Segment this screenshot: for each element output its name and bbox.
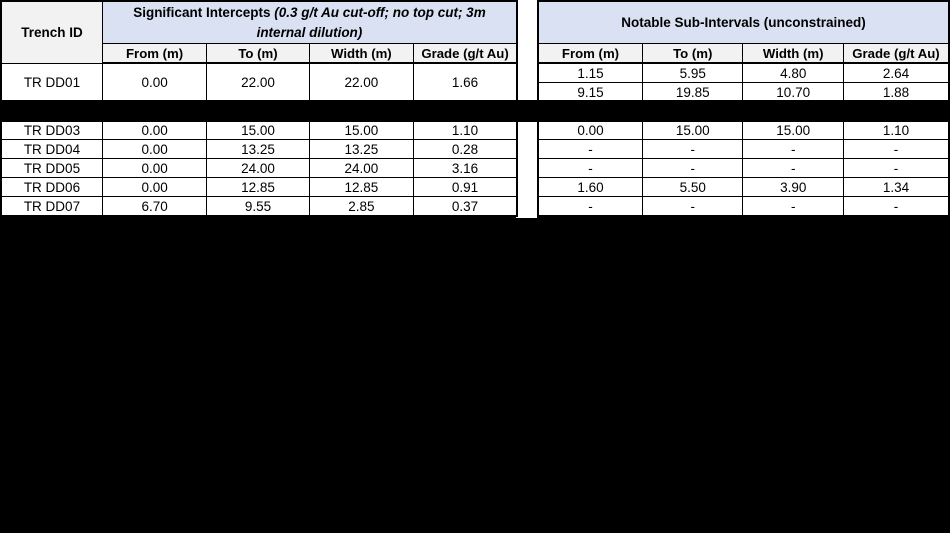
to-cell: -	[641, 196, 744, 217]
header-row-title: Trench ID Significant Intercepts (0.3 g/…	[0, 0, 518, 64]
from-cell: -	[537, 139, 643, 159]
trench-id-cell: TR DD04	[0, 139, 103, 159]
width-cell: 15.00	[308, 120, 415, 140]
to-cell: 5.95	[641, 62, 744, 83]
trench-id-cell: TR DD07	[0, 196, 103, 217]
table-row: TR DD07 6.70 9.55 2.85 0.37	[0, 196, 518, 217]
to-cell: 13.25	[206, 139, 310, 159]
col-header-width: Width (m)	[308, 43, 415, 64]
grade-cell: 0.91	[413, 177, 518, 197]
table-row: TR DD04 0.00 13.25 13.25 0.28	[0, 139, 518, 159]
title-text: Significant Intercepts	[133, 4, 275, 20]
table-row: 1.60 5.50 3.90 1.34	[537, 177, 950, 197]
grade-cell: -	[842, 139, 950, 159]
from-cell: 0.00	[101, 139, 208, 159]
grade-cell: 1.66	[413, 62, 518, 102]
grade-cell: 1.88	[842, 82, 950, 102]
from-cell: 6.70	[101, 196, 208, 217]
from-cell: 0.00	[101, 158, 208, 178]
to-cell: 5.50	[641, 177, 744, 197]
grade-cell: 1.10	[842, 120, 950, 140]
to-cell: 24.00	[206, 158, 310, 178]
grade-cell: 1.10	[413, 120, 518, 140]
col-header-to: To (m)	[206, 43, 310, 64]
from-cell: 1.15	[537, 62, 643, 83]
table-row: TR DD06 0.00 12.85 12.85 0.91	[0, 177, 518, 197]
width-cell: 2.85	[308, 196, 415, 217]
trench-id-cell: TR DD05	[0, 158, 103, 178]
table-row: - - - -	[537, 158, 950, 178]
table-row: TR DD01 0.00 22.00 22.00 1.66	[0, 62, 518, 102]
col-header-grade: Grade (g/t Au)	[842, 43, 950, 64]
header-row-title: Notable Sub-Intervals (unconstrained)	[537, 0, 950, 44]
trench-id-header: Trench ID	[0, 0, 103, 64]
to-cell: 12.85	[206, 177, 310, 197]
title-cutoff-note: (0.3 g/t Au cut-off; no top cut; 3m inte…	[256, 4, 486, 40]
width-cell: 22.00	[308, 62, 415, 102]
significant-intercepts-title: Significant Intercepts (0.3 g/t Au cut-o…	[101, 0, 518, 44]
to-cell: 15.00	[641, 120, 744, 140]
from-cell: 0.00	[537, 120, 643, 140]
to-cell: -	[641, 158, 744, 178]
to-cell: -	[641, 139, 744, 159]
from-cell: 0.00	[101, 177, 208, 197]
to-cell: 22.00	[206, 62, 310, 102]
width-cell: 12.85	[308, 177, 415, 197]
width-cell: -	[742, 139, 844, 159]
to-cell: 15.00	[206, 120, 310, 140]
grade-cell: 1.34	[842, 177, 950, 197]
grade-cell: 0.28	[413, 139, 518, 159]
trench-id-cell: TR DD01	[0, 62, 103, 102]
width-cell: 13.25	[308, 139, 415, 159]
from-cell: -	[537, 158, 643, 178]
table-row: 0.00 15.00 15.00 1.10	[537, 120, 950, 140]
table-row: 9.15 19.85 10.70 1.88	[537, 82, 950, 102]
notable-sub-intervals-title: Notable Sub-Intervals (unconstrained)	[537, 0, 950, 44]
col-header-grade: Grade (g/t Au)	[413, 43, 518, 64]
to-cell: 9.55	[206, 196, 310, 217]
header-row-columns: From (m) To (m) Width (m) Grade (g/t Au)	[1, 43, 518, 64]
col-header-width: Width (m)	[742, 43, 844, 64]
table-row: TR DD03 0.00 15.00 15.00 1.10	[0, 120, 518, 140]
table-row: 1.15 5.95 4.80 2.64	[537, 62, 950, 83]
width-cell: 24.00	[308, 158, 415, 178]
grade-cell: 2.64	[842, 62, 950, 83]
from-cell: 1.60	[537, 177, 643, 197]
width-cell: 10.70	[742, 82, 844, 102]
table-row: - - - -	[537, 139, 950, 159]
from-cell: -	[537, 196, 643, 217]
grade-cell: 3.16	[413, 158, 518, 178]
redaction-bar	[0, 100, 950, 122]
grade-cell: -	[842, 196, 950, 217]
col-header-to: To (m)	[641, 43, 744, 64]
width-cell: 3.90	[742, 177, 844, 197]
grade-cell: -	[842, 158, 950, 178]
table-row: - - - -	[537, 196, 950, 217]
width-cell: 15.00	[742, 120, 844, 140]
width-cell: 4.80	[742, 62, 844, 83]
header-row-columns: From (m) To (m) Width (m) Grade (g/t Au)	[537, 43, 950, 64]
grade-cell: 0.37	[413, 196, 518, 217]
col-header-from: From (m)	[537, 43, 643, 64]
from-cell: 0.00	[101, 62, 208, 102]
redacted-area	[0, 218, 950, 533]
table-row: TR DD05 0.00 24.00 24.00 3.16	[0, 158, 518, 178]
width-cell: -	[742, 196, 844, 217]
trench-id-cell: TR DD06	[0, 177, 103, 197]
col-header-from: From (m)	[101, 43, 208, 64]
from-cell: 9.15	[537, 82, 643, 102]
width-cell: -	[742, 158, 844, 178]
from-cell: 0.00	[101, 120, 208, 140]
trench-id-cell: TR DD03	[0, 120, 103, 140]
to-cell: 19.85	[641, 82, 744, 102]
